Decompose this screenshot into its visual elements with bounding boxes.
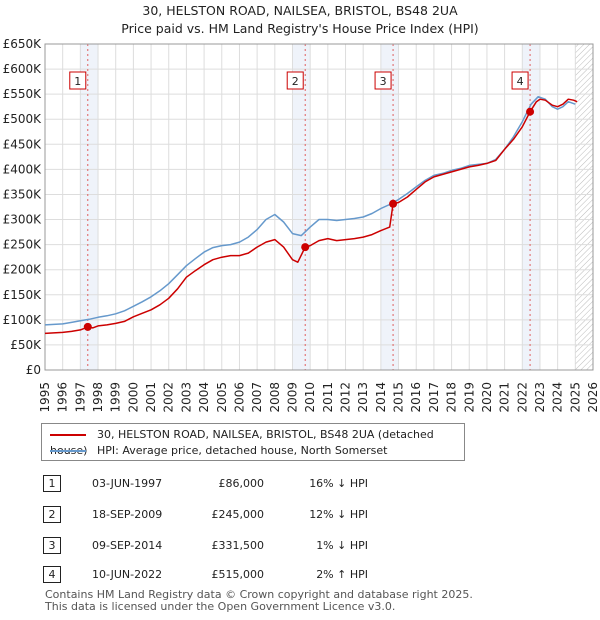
y-tick-label: £650K — [3, 37, 43, 51]
property-price-line — [44, 98, 578, 335]
y-tick-label: £200K — [3, 263, 43, 277]
transaction-row: 3 09-SEP-2014 £331,500 1% ↓ HPI — [0, 537, 600, 557]
transaction-price: £331,500 — [211, 539, 265, 552]
legend-item-property: 30, HELSTON ROAD, NAILSEA, BRISTOL, BS48… — [50, 427, 464, 457]
sale-label-box — [511, 71, 529, 90]
transaction-hpi: 1% ↓ HPI — [316, 539, 368, 552]
y-tick-label: £150K — [3, 288, 43, 302]
transaction-date: 03-JUN-1997 — [92, 477, 163, 490]
x-tick-label: 2022 — [515, 382, 529, 413]
y-tick-label: £300K — [3, 213, 43, 227]
y-tick-label: £550K — [3, 87, 43, 101]
y-tick-label: £500K — [3, 112, 43, 126]
x-tick-label: 2006 — [232, 382, 246, 413]
x-tick-label: 2017 — [427, 382, 441, 413]
x-tick-label: 2016 — [409, 382, 423, 413]
x-tick-label: 1995 — [38, 382, 52, 413]
x-tick-label: 1998 — [91, 382, 105, 413]
y-tick-label: £0 — [26, 363, 41, 377]
sale-label-box — [69, 71, 87, 90]
sale-label-box — [374, 71, 392, 90]
x-tick-label: 2019 — [462, 382, 476, 413]
y-tick-label: £400K — [3, 162, 43, 176]
sale-label-number: 4 — [517, 75, 524, 88]
x-tick-label: 2014 — [374, 382, 388, 413]
sale-point — [83, 322, 92, 331]
x-tick-label: 2010 — [303, 382, 317, 413]
x-tick-label: 1999 — [109, 382, 123, 413]
chart-subtitle: Price paid vs. HM Land Registry's House … — [121, 21, 479, 36]
sale-point — [301, 243, 310, 252]
footer-copyright: Contains HM Land Registry data © Crown c… — [45, 588, 473, 601]
x-tick-label: 2012 — [339, 382, 353, 413]
y-tick-label: £350K — [3, 187, 43, 201]
legend-swatch-property — [50, 434, 86, 436]
transaction-row: 1 03-JUN-1997 £86,000 16% ↓ HPI — [0, 475, 600, 495]
y-tick-label: £450K — [3, 137, 43, 151]
x-tick-label: 2020 — [480, 382, 494, 413]
x-tick-label: 2011 — [321, 382, 335, 413]
x-tick-label: 2013 — [356, 382, 370, 413]
x-tick-label: 2008 — [268, 382, 282, 413]
sale-year-band — [292, 44, 311, 370]
y-tick-label: £600K — [3, 62, 43, 76]
footer-licence: This data is licensed under the Open Gov… — [45, 600, 396, 613]
transaction-number: 2 — [43, 506, 61, 523]
transaction-hpi: 12% ↓ HPI — [309, 508, 368, 521]
transaction-number: 4 — [43, 566, 61, 583]
x-tick-label: 2001 — [144, 382, 158, 413]
legend-swatch-hpi — [50, 450, 86, 452]
sale-label-box — [286, 71, 304, 90]
sale-label-number: 3 — [380, 75, 387, 88]
legend-label-hpi: HPI: Average price, detached house, Nort… — [97, 444, 388, 457]
x-tick-label: 2021 — [498, 382, 512, 413]
transaction-date: 09-SEP-2014 — [92, 539, 163, 552]
x-tick-label: 2000 — [126, 382, 140, 413]
sale-year-band — [522, 44, 540, 370]
x-tick-label: 2005 — [215, 382, 229, 413]
forecast-hatch — [575, 44, 593, 370]
sale-label-number: 1 — [74, 75, 81, 88]
sale-point — [389, 199, 398, 208]
legend: 30, HELSTON ROAD, NAILSEA, BRISTOL, BS48… — [41, 423, 465, 461]
x-tick-label: 2004 — [197, 382, 211, 413]
y-tick-label: £250K — [3, 238, 43, 252]
x-tick-label: 1997 — [73, 382, 87, 413]
sale-label-number: 2 — [292, 75, 299, 88]
x-tick-label: 2009 — [285, 382, 299, 413]
transaction-number: 3 — [43, 537, 61, 554]
x-tick-label: 2025 — [568, 382, 582, 413]
x-tick-label: 1996 — [56, 382, 70, 413]
transaction-date: 10-JUN-2022 — [92, 568, 163, 581]
y-tick-label: £100K — [3, 313, 43, 327]
x-tick-label: 2024 — [551, 382, 565, 413]
transaction-price: £245,000 — [211, 508, 265, 521]
transaction-row: 4 10-JUN-2022 £515,000 2% ↑ HPI — [0, 566, 600, 586]
sale-year-band — [80, 44, 99, 370]
y-tick-label: £50K — [10, 338, 42, 352]
x-tick-label: 2026 — [586, 382, 600, 413]
transaction-hpi: 2% ↑ HPI — [316, 568, 368, 581]
x-tick-label: 2018 — [445, 382, 459, 413]
footer: Contains HM Land Registry data © Crown c… — [45, 589, 473, 613]
sale-point — [526, 107, 535, 116]
plot-frame — [44, 43, 594, 371]
transaction-date: 18-SEP-2009 — [92, 508, 163, 521]
transaction-price: £515,000 — [211, 568, 265, 581]
sale-year-band — [380, 44, 399, 370]
transaction-row: 2 18-SEP-2009 £245,000 12% ↓ HPI — [0, 506, 600, 526]
transaction-number: 1 — [43, 475, 61, 492]
x-tick-label: 2007 — [250, 382, 264, 413]
price-chart: £0 £50K £100K £150K £200K £250K £300K £350K £400… — [3, 37, 600, 413]
x-tick-label: 2002 — [162, 382, 176, 413]
transaction-hpi: 16% ↓ HPI — [309, 477, 368, 490]
x-tick-label: 2015 — [392, 382, 406, 413]
x-tick-label: 2023 — [533, 382, 547, 413]
legend-item-hpi: HPI: Average price, detached house, Nort… — [50, 443, 387, 459]
chart-title: 30, HELSTON ROAD, NAILSEA, BRISTOL, BS48… — [142, 3, 458, 18]
transaction-price: £86,000 — [218, 477, 265, 490]
x-tick-label: 2003 — [179, 382, 193, 413]
plot-area — [45, 44, 593, 370]
